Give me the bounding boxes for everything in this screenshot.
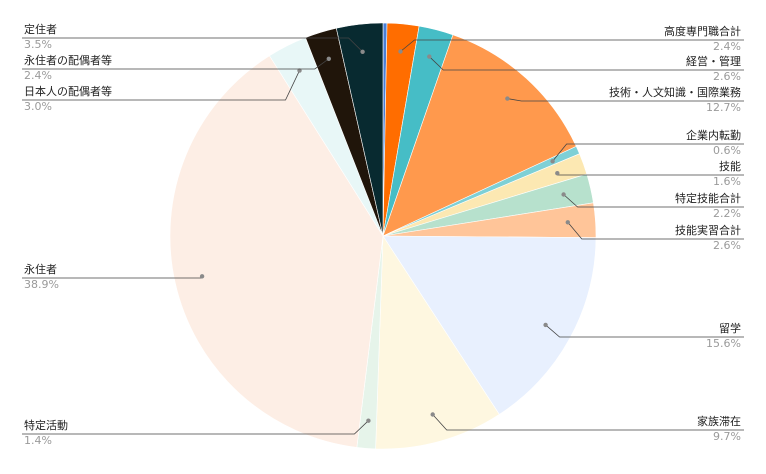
leader-dot — [360, 49, 365, 54]
leader-line — [400, 39, 744, 52]
slice-label-name: 留学 — [719, 321, 741, 335]
slice-label-name: 永住者の配偶者等 — [24, 53, 112, 67]
slice-label-percent: 12.7% — [706, 101, 741, 114]
leader-dot — [297, 68, 302, 73]
leader-dot — [561, 192, 566, 197]
leader-dot — [199, 274, 205, 279]
slice-label-percent: 3.0% — [24, 100, 52, 113]
leader-dot — [430, 412, 435, 417]
leader-line — [429, 56, 744, 71]
slice-label-name: 企業内転勤 — [686, 128, 741, 142]
slice-label-percent: 38.9% — [24, 278, 59, 291]
leader-line — [22, 37, 363, 53]
slice-label-name: 永住者 — [24, 262, 57, 276]
slice-label-percent: 2.4% — [713, 40, 741, 53]
slice-label-percent: 2.4% — [24, 69, 52, 82]
slice-label-name: 家族滞在 — [697, 414, 741, 428]
leader-dot — [555, 171, 560, 176]
slice-label-name: 日本人の配偶者等 — [24, 84, 112, 98]
slice-label-name: 特定技能合計 — [675, 191, 741, 205]
slice-labels: 高度専門職合計2.4%経営・管理2.6%技術・人文知識・国際業務12.7%企業内… — [22, 22, 744, 447]
slice-label-percent: 2.2% — [713, 207, 741, 220]
slice-label-name: 特定活動 — [24, 418, 68, 432]
leader-line — [567, 222, 744, 240]
leader-line — [552, 143, 744, 162]
slice-label-percent: 9.7% — [713, 430, 741, 443]
leader-dot — [366, 418, 371, 423]
slice-label-name: 経営・管理 — [686, 54, 741, 68]
leader-dot — [427, 54, 432, 59]
slice-label-name: 定住者 — [24, 22, 57, 36]
slice-label-percent: 2.6% — [713, 239, 741, 252]
pie-slices — [169, 22, 597, 450]
slice-label-percent: 2.6% — [713, 70, 741, 83]
leader-line — [432, 414, 744, 431]
slice-label-name: 技能実習合計 — [675, 223, 741, 237]
leader-line — [22, 58, 330, 70]
leader-line — [563, 194, 744, 208]
slice-label-percent: 1.4% — [24, 434, 52, 447]
pie-slice — [169, 55, 384, 448]
slice-label-percent: 0.6% — [713, 144, 741, 157]
pie-slice — [375, 235, 500, 450]
leader-dot — [543, 322, 548, 328]
pie-slice — [335, 22, 384, 237]
slice-label-percent: 1.6% — [713, 175, 741, 188]
leader-line — [22, 420, 369, 435]
leader-dot — [565, 220, 570, 225]
leader-line — [22, 70, 300, 101]
pie-slice — [382, 235, 597, 415]
leader-dot — [505, 96, 510, 101]
leader-dot — [550, 159, 555, 164]
leader-dot — [398, 49, 403, 54]
slice-label-percent: 3.5% — [24, 38, 52, 51]
slice-label-name: 技術・人文知識・国際業務 — [609, 85, 741, 99]
slice-label-name: 高度専門職合計 — [664, 24, 741, 38]
slice-label-name: 技能 — [719, 159, 741, 173]
leader-dot — [326, 56, 331, 61]
leader-line — [545, 324, 744, 338]
slice-label-percent: 15.6% — [706, 337, 741, 350]
leader-line — [507, 98, 744, 102]
